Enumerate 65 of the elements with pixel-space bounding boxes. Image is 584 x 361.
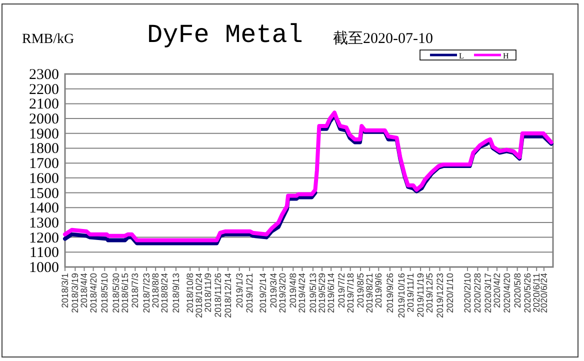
- chart-subtitle: 截至2020-07-10: [333, 30, 433, 47]
- x-tick-label: 2019/9/6: [374, 273, 384, 308]
- x-tick-label: 2019/12/5: [424, 273, 435, 314]
- x-tick-label: 2018/11/9: [203, 273, 214, 312]
- x-tick-label: 2018/3/1: [60, 273, 70, 308]
- x-tick-label: 2020/2/10: [462, 273, 473, 314]
- x-tick-label: 2019/4/24: [297, 273, 308, 314]
- x-tick-label: 2018/7/3: [130, 273, 140, 308]
- x-tick-label: 2018/5/30: [110, 273, 121, 314]
- x-tick-label: 2018/9/13: [170, 273, 181, 314]
- y-tick-label: 1200: [29, 230, 59, 246]
- x-tick-label: 2019/7/2: [336, 273, 346, 308]
- legend-label: H: [503, 52, 509, 60]
- x-tick-label: 2019/11/1: [405, 273, 416, 312]
- x-tick-label: 2019/6/14: [326, 273, 336, 314]
- chart-title: DyFe Metal: [146, 20, 304, 50]
- y-tick-label: 2100: [29, 96, 59, 113]
- x-tick-label: 2020/5/8: [512, 273, 522, 308]
- x-tick-label: 2019/2/14: [258, 273, 268, 314]
- x-tick-label: 2020/5/26: [522, 273, 533, 314]
- x-tick-label: 2019/5/29: [317, 273, 328, 314]
- y-tick-label: 1900: [29, 126, 59, 142]
- x-tick-label: 2018/11/26: [212, 273, 223, 318]
- y-tick-label: 1700: [29, 156, 59, 172]
- y-tick-label: 1100: [30, 245, 59, 262]
- x-tick-label: 2019/11/19: [416, 273, 426, 318]
- x-tick-label: 2018/4/4: [79, 273, 90, 308]
- x-tick-label: 2019/9/26: [384, 273, 395, 314]
- x-tick-label: 2018/7/23: [142, 273, 152, 314]
- x-tick-label: 2018/8/24: [160, 273, 170, 314]
- x-tick-label: 2019/8/21: [364, 273, 375, 314]
- x-tick-label: 2020/4/2: [492, 273, 502, 308]
- x-tick-label: 2019/1/3: [234, 273, 244, 308]
- x-tick-label: 2019/3/4: [268, 273, 278, 308]
- x-tick-label: 2018/4/20: [88, 273, 98, 314]
- x-tick-label: 2019/4/8: [288, 273, 298, 308]
- x-tick-label: 2019/10/16: [396, 273, 406, 318]
- legend-label: L: [459, 52, 464, 60]
- x-tick-label: 2020/2/28: [472, 273, 483, 314]
- y-tick-label: 1400: [29, 200, 59, 217]
- x-tick-label: 2019/8/5: [356, 273, 366, 308]
- y-tick-label: 2300: [29, 67, 59, 83]
- x-tick-label: 2019/7/18: [345, 273, 356, 314]
- x-tick-label: 2020/3/17: [482, 273, 493, 314]
- y-tick-label: 1500: [29, 186, 59, 202]
- x-tick-label: 2018/8/8: [150, 273, 161, 308]
- y-tick-label: 1600: [29, 170, 59, 187]
- y-tick-label: 2200: [29, 82, 59, 98]
- x-tick-label: 2018/5/10: [100, 273, 110, 314]
- x-tick-label: 2019/1/21: [244, 273, 255, 314]
- y-tick-label: 1000: [29, 260, 59, 276]
- x-tick-label: 2019/5/13: [308, 273, 318, 314]
- y-tick-label: 1800: [29, 141, 59, 158]
- x-tick-label: 2018/3/19: [70, 273, 80, 314]
- x-tick-label: 2020/4/20: [502, 273, 512, 314]
- x-tick-label: 2018/10/8: [185, 273, 196, 314]
- x-tick-label: 2019/12/23: [434, 273, 445, 318]
- x-tick-label: 2018/12/14: [223, 273, 234, 318]
- y-axis-title: RMB/kG: [22, 32, 74, 47]
- y-tick-label: 2000: [29, 112, 59, 128]
- x-tick-label: 2020/1/10: [444, 273, 455, 314]
- x-tick-label: 2019/3/20: [277, 273, 288, 314]
- x-tick-label: 2018/6/15: [120, 273, 130, 314]
- x-tick-label: 2018/10/24: [194, 273, 204, 318]
- y-tick-label: 1300: [29, 215, 59, 232]
